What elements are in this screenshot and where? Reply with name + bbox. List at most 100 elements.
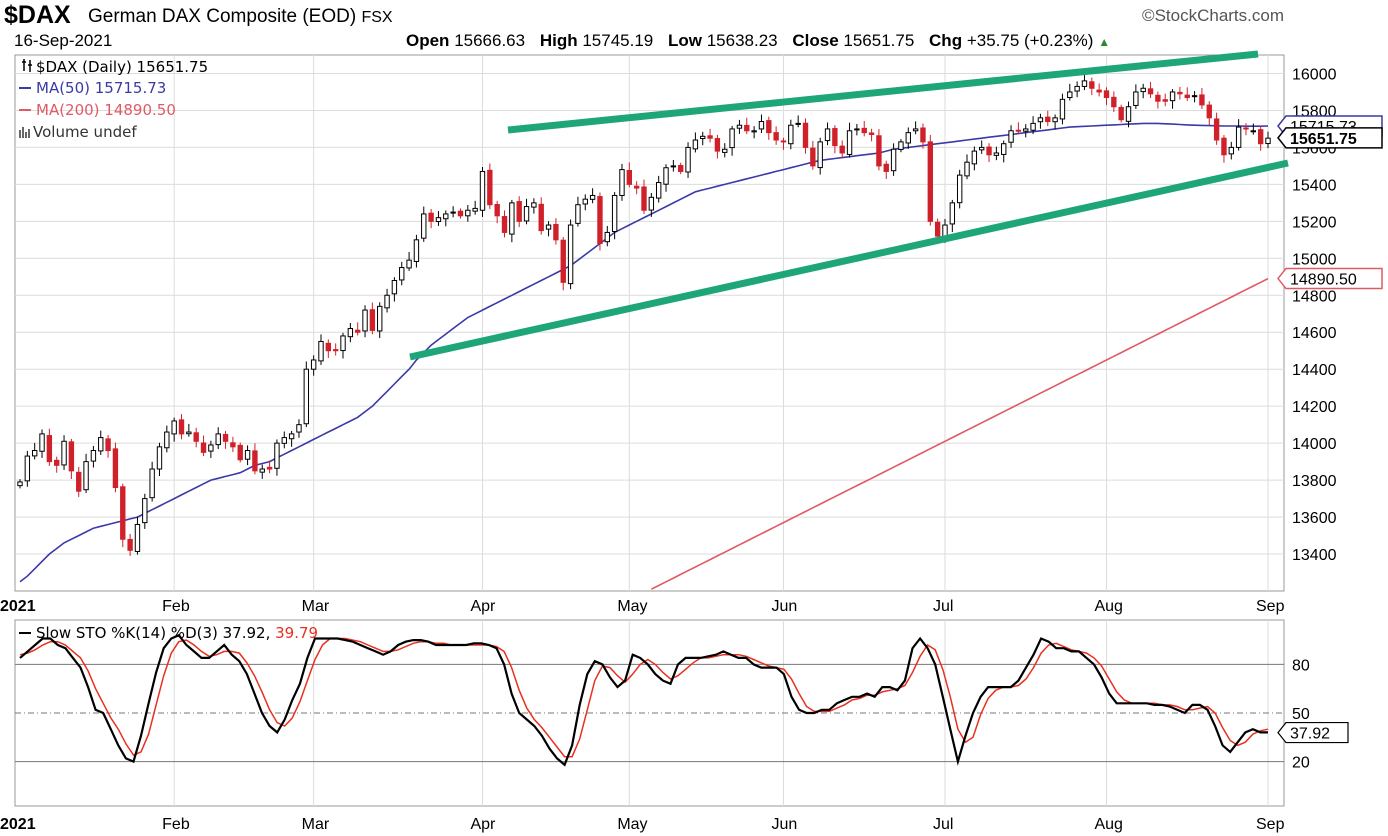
candle-body (1081, 80, 1088, 87)
price-month-label: Mar (302, 598, 330, 615)
candle-body (876, 135, 882, 167)
candle-body (274, 442, 280, 469)
candle-body (244, 450, 251, 460)
candle-body (678, 165, 684, 172)
candle-body (633, 185, 640, 189)
candle-body (1191, 95, 1198, 98)
sto-month-label: Apr (470, 816, 496, 833)
ma50-path (19, 122, 1269, 583)
candle-body (134, 523, 141, 552)
candle-body (868, 132, 875, 135)
candle-body (1206, 104, 1212, 119)
sto-month-label: 2021 (0, 816, 36, 833)
close-label: Close (792, 31, 839, 50)
candle-body (1162, 99, 1168, 102)
candle-body (956, 174, 963, 204)
candle-body (641, 186, 647, 211)
candle-body (971, 150, 978, 165)
close-value: 15651.75 (843, 31, 915, 50)
candle-body (369, 309, 376, 331)
candle-body (934, 221, 941, 237)
candle-body (1074, 85, 1080, 92)
candle-body (112, 448, 119, 488)
candle-body (744, 124, 750, 132)
candle-body (377, 305, 383, 332)
candle-body (230, 442, 236, 448)
low-label: Low (667, 31, 702, 50)
ma200-line (650, 277, 1269, 590)
candle-body (626, 170, 633, 185)
candle-body (802, 122, 809, 148)
candle-body (487, 169, 493, 206)
candle-body (545, 224, 552, 230)
candle-body (31, 450, 38, 457)
candle-body (1177, 91, 1183, 95)
chart-date: 16-Sep-2021 (14, 31, 113, 50)
candle-body (472, 207, 478, 212)
price-tick-label: 15400 (1292, 177, 1337, 194)
candle-body (1015, 129, 1022, 132)
price-tick-label: 13800 (1292, 473, 1337, 490)
candle-body (266, 466, 273, 470)
sto-month-label: May (617, 816, 647, 833)
candle-body (1052, 117, 1058, 123)
candle-body (54, 459, 60, 466)
candle-body (1250, 130, 1257, 133)
candle-body (729, 128, 735, 149)
candle-body (1243, 127, 1249, 130)
candle-body (413, 239, 420, 262)
candle-body (1169, 91, 1176, 102)
high-label: High (539, 31, 578, 50)
sto-legend-d: 39.79 (275, 624, 318, 642)
sto-x-axis: 2021 Feb Mar Apr May Jun Jul Aug Sep (0, 816, 1285, 833)
price-month-label: Aug (1094, 598, 1122, 615)
candle-body (1228, 146, 1234, 155)
candle-body (296, 424, 302, 433)
last-close-tag-label: 15651.75 (1290, 131, 1357, 148)
stockcharts-brand[interactable]: ©StockCharts.com (1142, 6, 1284, 25)
candle-body (501, 216, 508, 233)
price-month-label: Feb (162, 598, 190, 615)
candle-body (839, 145, 845, 154)
candle-body (707, 135, 713, 139)
candle-body (443, 213, 449, 220)
candle-body (421, 213, 427, 239)
candle-body (560, 239, 566, 283)
candle-body (428, 212, 434, 222)
candle-body (142, 498, 148, 524)
candle-body (736, 124, 743, 129)
candle-body (883, 163, 889, 172)
sto-k-line (19, 633, 1268, 767)
candle-body (575, 204, 581, 224)
candle-body (318, 340, 324, 362)
candle-body (920, 127, 926, 143)
candle-body (1103, 90, 1110, 99)
candle-body (105, 438, 111, 452)
candle-body (817, 141, 823, 169)
candlesticks (17, 73, 1271, 556)
candle-body (156, 446, 163, 470)
candle-body (494, 204, 500, 217)
candle-body (1184, 94, 1190, 99)
ohlc-summary: Open 15666.63 High 15745.19 Low 15638.23… (406, 31, 1110, 51)
price-tick-label: 15200 (1292, 214, 1337, 231)
price-month-label: May (617, 598, 647, 615)
price-month-label: Apr (470, 598, 496, 615)
candle-body (120, 486, 126, 540)
candle-body (854, 128, 860, 131)
up-arrow-icon: ▲ (1098, 35, 1111, 49)
candle-body (237, 444, 243, 461)
candle-body (362, 309, 368, 332)
candle-body (465, 209, 471, 217)
symbol-title: $DAX (4, 1, 71, 29)
candle-body (604, 231, 610, 243)
candle-body (890, 148, 897, 172)
candle-body (61, 440, 67, 466)
candle-body (288, 433, 295, 440)
sto-tick-label: 50 (1292, 706, 1310, 723)
candle-body (685, 146, 691, 173)
high-value: 15745.19 (582, 31, 654, 50)
candle-body (1045, 116, 1051, 123)
candle-body (751, 130, 757, 133)
chg-value: +35.75 (+0.23%) (966, 31, 1094, 50)
